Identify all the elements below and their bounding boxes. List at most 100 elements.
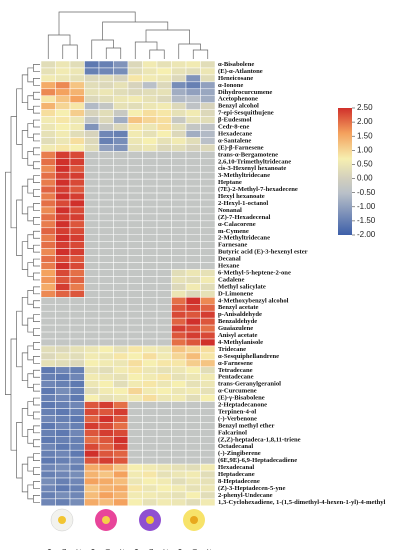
cell (113, 144, 129, 152)
cell (55, 456, 71, 465)
cell (98, 130, 114, 138)
cell (84, 359, 100, 368)
cell (156, 241, 172, 249)
cell (69, 130, 85, 138)
row-label: 2-phenyl-Undecane (218, 492, 273, 499)
cell (55, 158, 71, 166)
cell (69, 491, 85, 500)
cell (156, 324, 172, 333)
cell (40, 178, 56, 187)
cell (69, 366, 85, 374)
cell (40, 262, 56, 270)
cell (156, 477, 172, 486)
row-label: Terpinen-4-ol (218, 408, 256, 415)
cell (84, 102, 100, 110)
dendrogram-branch (33, 161, 40, 170)
cell (40, 60, 56, 69)
cell (200, 304, 216, 312)
dendrogram-branch (33, 175, 40, 183)
cell (171, 234, 187, 242)
cell (113, 67, 129, 76)
cell (55, 81, 71, 90)
cell (113, 352, 129, 361)
cell (113, 394, 129, 402)
row-label: Falcarinol (218, 429, 247, 436)
cell (156, 484, 172, 493)
cell (113, 373, 129, 381)
cell (127, 338, 143, 347)
cell (127, 220, 143, 229)
row-label: α-Curcumene (218, 388, 257, 395)
cell (84, 199, 100, 208)
cell (200, 192, 216, 201)
cell (113, 241, 129, 249)
cell (142, 498, 158, 507)
dendrogram-branch (33, 258, 40, 267)
cell (156, 394, 172, 402)
cell (142, 387, 158, 395)
cell (69, 470, 85, 479)
cell (171, 276, 187, 284)
cell (84, 317, 100, 326)
dendrogram-branch (33, 397, 40, 406)
cell (113, 324, 129, 333)
cell (84, 220, 100, 229)
cell (98, 373, 114, 381)
cell (156, 352, 172, 361)
cell (171, 317, 187, 326)
heatmap-cells (40, 60, 216, 507)
cell (142, 137, 158, 145)
cell (55, 192, 71, 201)
cell (40, 484, 56, 493)
cell (55, 422, 71, 430)
cell (142, 366, 158, 374)
cell (55, 220, 71, 229)
dendrogram-branch (33, 495, 40, 503)
cell (69, 429, 85, 437)
cell (200, 387, 216, 395)
column-label: Nh-2a (102, 549, 111, 550)
cell (200, 151, 216, 159)
cell (40, 213, 56, 222)
row-label: Butyric acid (E)-3-hexenyl ester (218, 249, 308, 256)
colorbar (338, 108, 352, 235)
cell (156, 213, 172, 222)
cell (200, 470, 216, 479)
dendrogram-branch (33, 230, 40, 239)
cell (98, 338, 114, 347)
cell (84, 234, 100, 242)
cell (127, 241, 143, 249)
cell (98, 415, 114, 423)
dendrogram-branch (27, 178, 34, 194)
cell (142, 241, 158, 249)
column-label: Nh-1a (146, 549, 155, 550)
dendrogram-branch (27, 373, 34, 388)
cell (113, 436, 129, 444)
cell (142, 88, 158, 97)
row-label: trans-Geranylgeraniol (218, 381, 281, 388)
row-label: (6E,9E)-6,9-Heptadecadiene (218, 457, 297, 464)
cell (156, 60, 172, 69)
cell (156, 297, 172, 305)
cell (142, 352, 158, 361)
cell (55, 144, 71, 152)
cell (69, 206, 85, 215)
cell (40, 283, 56, 291)
cell (84, 408, 100, 416)
cell (185, 206, 201, 215)
cell (127, 477, 143, 486)
row-label: 1,3-Cyclohexadiene, 1-(1,5-dimethyl-4-he… (218, 499, 386, 506)
cell (200, 74, 216, 83)
colorbar-tick-label: -1.50 (357, 216, 376, 225)
cell (55, 477, 71, 486)
cell (185, 443, 201, 451)
cell (113, 317, 129, 326)
cell (40, 95, 56, 103)
dendrogram-branch (16, 88, 23, 145)
cell (142, 206, 158, 215)
row-label: α-Farnesene (218, 360, 253, 367)
cell (55, 359, 71, 368)
cell (200, 456, 216, 465)
row-label: α-Bisabolene (218, 61, 254, 68)
row-label: D-Limonene (218, 290, 253, 297)
